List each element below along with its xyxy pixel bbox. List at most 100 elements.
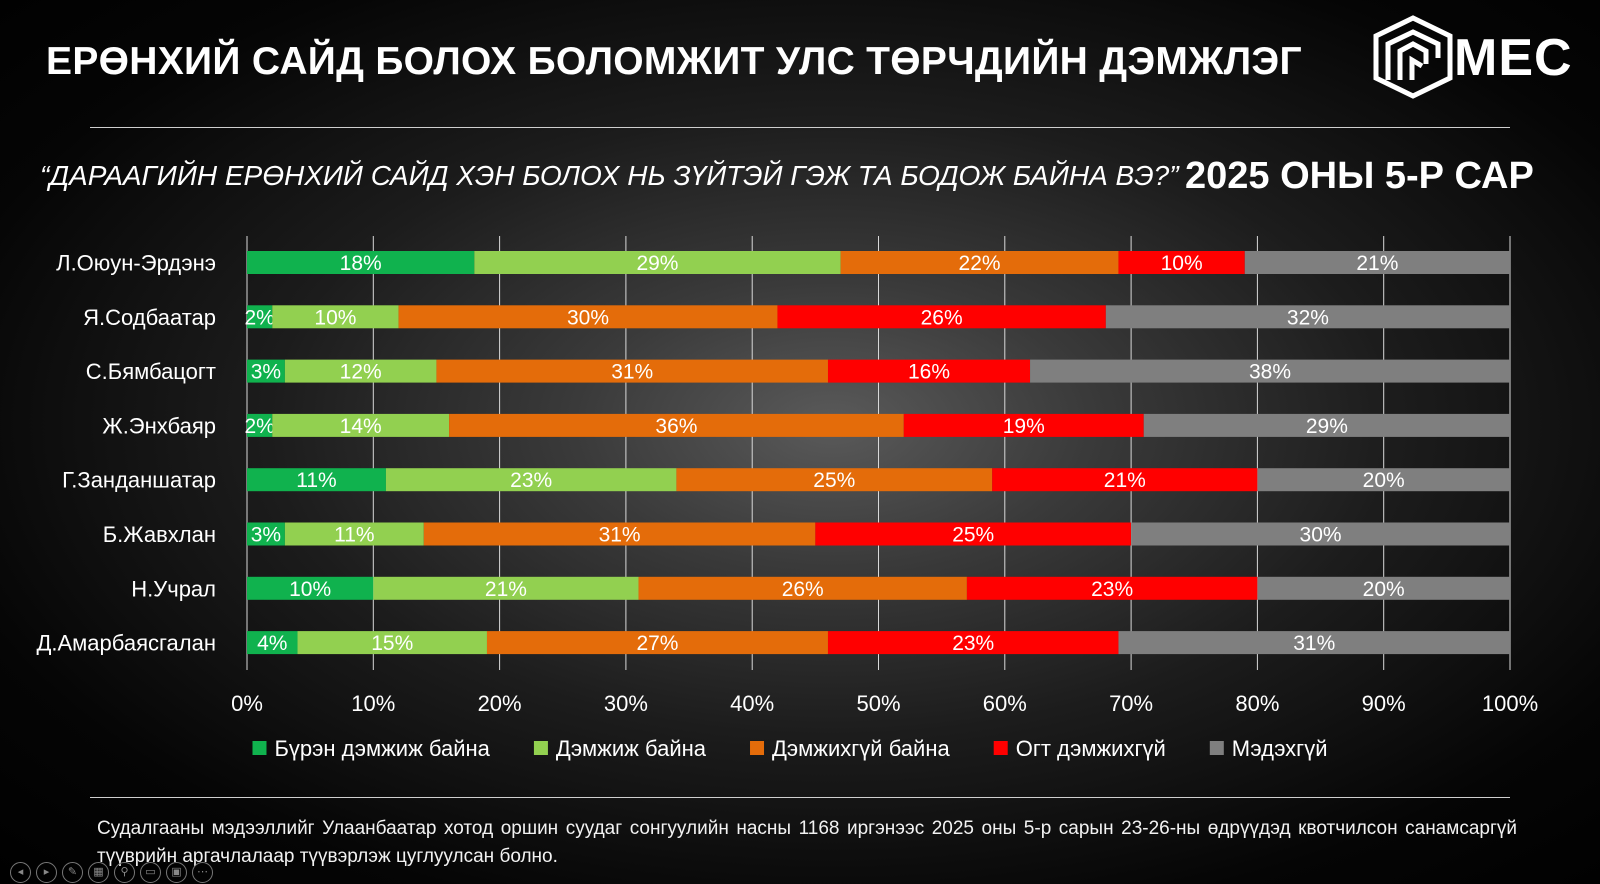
- bar-segment: [1118, 251, 1245, 274]
- bar-segment: [247, 522, 285, 546]
- survey-question: “ДАРААГИЙН ЕРӨНХИЙ САЙД ХЭН БОЛОХ НЬ ЗҮЙ…: [40, 160, 1179, 191]
- bar-segment: [903, 413, 1144, 437]
- data-label: 2%: [244, 415, 274, 438]
- prev-icon[interactable]: ◂: [10, 862, 31, 883]
- category-label: Н.Учрал: [131, 576, 216, 601]
- bar-segment: [840, 251, 1119, 274]
- legend-swatch: [750, 741, 765, 755]
- slideshow-controls: ◂ ▸ ✎ ▦ ⚲ ▭ ▣ ⋯: [10, 862, 213, 884]
- more-icon[interactable]: ⋯: [192, 862, 213, 883]
- pen-icon[interactable]: ✎: [62, 862, 83, 883]
- legend-label: Огт дэмжихгүй: [1016, 736, 1166, 761]
- bar-segment: [1105, 305, 1510, 329]
- bar-segment: [486, 631, 828, 655]
- data-label: 29%: [1306, 415, 1348, 438]
- data-label: 23%: [510, 469, 552, 492]
- page-title: ЕРӨНХИЙ САЙД БОЛОХ БОЛОМЖИТ УЛС ТӨРЧДИЙН…: [46, 40, 1302, 83]
- bar-segment: [1244, 251, 1510, 274]
- bar-segment: [474, 251, 841, 274]
- data-label: 36%: [655, 415, 697, 438]
- legend-label: Мэдэхгүй: [1232, 736, 1328, 761]
- bar-segment: [966, 576, 1258, 600]
- bar-segment: [284, 359, 437, 383]
- data-label: 21%: [1356, 252, 1398, 275]
- data-label: 10%: [314, 306, 356, 329]
- data-label: 10%: [1161, 252, 1203, 275]
- bar-segment: [436, 359, 828, 383]
- bar-segment: [638, 576, 967, 600]
- bar-segment: [676, 468, 993, 492]
- data-label: 2%: [244, 306, 274, 329]
- data-label: 14%: [340, 415, 382, 438]
- x-tick-label: 0%: [231, 691, 263, 716]
- bar-segment: [827, 359, 1031, 383]
- category-label: Я.Содбаатар: [83, 305, 216, 330]
- data-label: 23%: [1091, 578, 1133, 601]
- bar-segment: [272, 413, 450, 437]
- bar-segment: [992, 468, 1258, 492]
- methodology-note: Судалгааны мэдээллийг Улаанбаатар хотод …: [97, 818, 1517, 867]
- bar-segment: [1257, 468, 1510, 492]
- screen-icon[interactable]: ▣: [166, 862, 187, 883]
- data-label: 19%: [1003, 415, 1045, 438]
- data-label: 25%: [813, 469, 855, 492]
- data-label: 31%: [599, 524, 641, 547]
- category-label: Д.Амарбаясгалан: [36, 631, 216, 656]
- category-label: С.Бямбацогт: [86, 359, 216, 384]
- legend-label: Дэмжиж байна: [556, 736, 707, 761]
- bar-segment: [1257, 576, 1510, 600]
- data-label: 38%: [1249, 361, 1291, 384]
- bar-segment: [247, 631, 298, 655]
- category-label: Б.Жавхлан: [103, 522, 216, 547]
- bar-segment: [827, 631, 1119, 655]
- bar-segment: [247, 305, 273, 329]
- x-tick-label: 50%: [856, 691, 900, 716]
- x-tick-label: 30%: [604, 691, 648, 716]
- bar-segment: [284, 522, 424, 546]
- subtitles-icon[interactable]: ▭: [140, 862, 161, 883]
- x-tick-label: 40%: [730, 691, 774, 716]
- bar-segment: [247, 413, 273, 437]
- data-label: 30%: [567, 306, 609, 329]
- bar-segment: [1118, 631, 1510, 655]
- top-divider: [90, 127, 1510, 128]
- data-label: 10%: [289, 578, 331, 601]
- legend-swatch: [533, 741, 548, 755]
- data-label: 26%: [921, 306, 963, 329]
- logo-text: MEC: [1454, 29, 1573, 87]
- legend-label: Бүрэн дэмжиж байна: [274, 736, 490, 761]
- data-label: 31%: [1293, 632, 1335, 655]
- bar-segment: [247, 359, 285, 383]
- bar-segment: [423, 522, 816, 546]
- data-label: 12%: [340, 361, 382, 384]
- data-label: 4%: [257, 632, 287, 655]
- data-label: 21%: [485, 578, 527, 601]
- x-tick-label: 60%: [983, 691, 1027, 716]
- legend-swatch: [1209, 741, 1224, 755]
- mec-logo: MEC: [1370, 14, 1573, 102]
- bar-segment: [1131, 522, 1510, 546]
- data-label: 3%: [251, 361, 281, 384]
- bar-segment: [449, 413, 904, 437]
- data-label: 29%: [636, 252, 678, 275]
- bar-segment: [815, 522, 1132, 546]
- data-label: 22%: [959, 252, 1001, 275]
- zoom-icon[interactable]: ⚲: [114, 862, 135, 883]
- bar-segment: [272, 305, 399, 329]
- bar-segment: [1030, 359, 1510, 383]
- legend-swatch: [252, 741, 267, 755]
- bar-segment: [1143, 413, 1510, 437]
- x-tick-label: 10%: [351, 691, 395, 716]
- data-label: 15%: [371, 632, 413, 655]
- survey-period: 2025 ОНЫ 5-Р САР: [1185, 155, 1534, 197]
- data-label: 11%: [296, 469, 336, 492]
- stacked-bar-chart: 0% 10% 20% 30% 40% 50% 60% 70% 80% 90% 100% Л.Оюун-…: [36, 236, 1538, 761]
- data-label: 20%: [1363, 578, 1405, 601]
- next-icon[interactable]: ▸: [36, 862, 57, 883]
- bar-segment: [297, 631, 487, 655]
- category-label: Ж.Энхбаяр: [102, 413, 216, 438]
- data-label: 30%: [1300, 524, 1342, 547]
- data-label: 16%: [908, 361, 950, 384]
- data-label: 27%: [636, 632, 678, 655]
- slides-icon[interactable]: ▦: [88, 862, 109, 883]
